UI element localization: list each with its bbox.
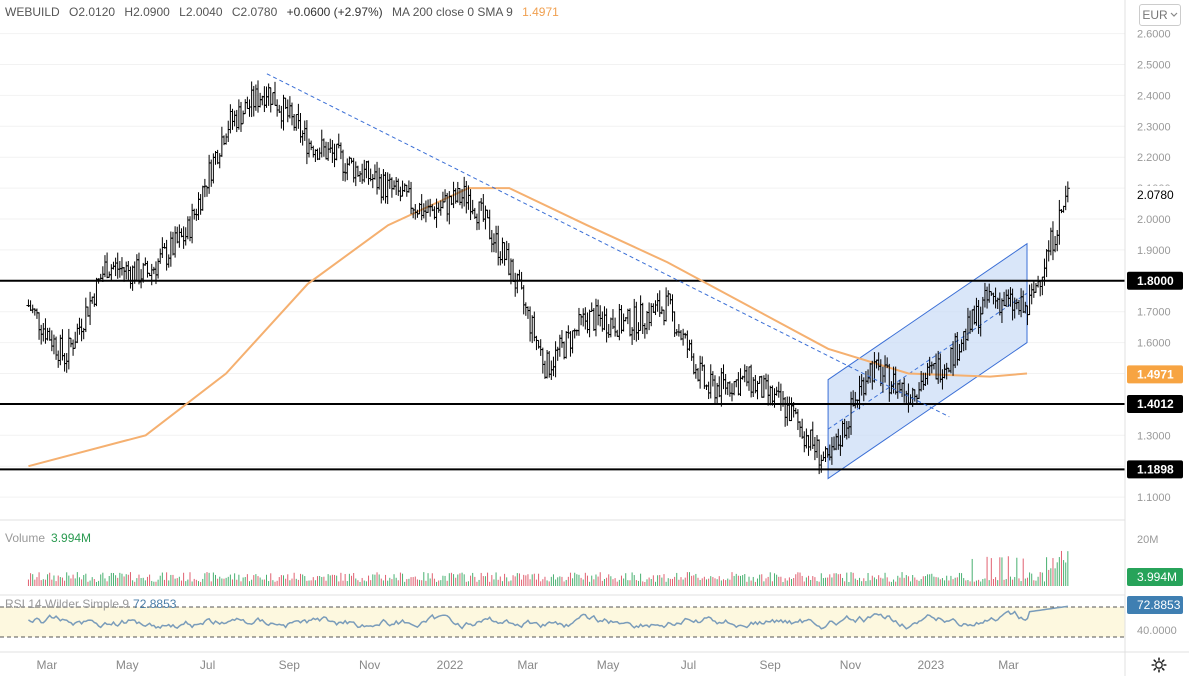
y-tick-label: 2.3000 xyxy=(1137,121,1171,133)
x-tick-label: Sep xyxy=(279,658,301,672)
x-tick-label: May xyxy=(116,658,139,672)
currency-button[interactable]: EUR xyxy=(1139,4,1181,26)
y-tick-label: 2.6000 xyxy=(1137,29,1171,41)
close-value: C2.0780 xyxy=(231,5,278,19)
x-tick-label: Jul xyxy=(681,658,696,672)
header-ohlc: WEBUILD O2.0120 H2.0900 L2.0040 C2.0780 … xyxy=(5,5,565,19)
price-label-bg xyxy=(1127,365,1183,384)
price-label: 1.8000 xyxy=(1137,274,1174,288)
y-tick-label: 1.1000 xyxy=(1137,492,1171,504)
x-tick-label: 2023 xyxy=(917,658,944,672)
settings-gear-icon[interactable] xyxy=(1151,657,1167,673)
y-tick-label: 1.9000 xyxy=(1137,245,1171,257)
x-tick-label: Nov xyxy=(840,658,861,672)
x-tick-label: Mar xyxy=(998,658,1019,672)
price-label-bg xyxy=(1127,395,1183,414)
volume-legend[interactable]: Volume 3.994M xyxy=(5,531,91,545)
ma-200-line xyxy=(28,187,1028,468)
rsi-legend-value: 72.8853 xyxy=(133,597,177,611)
y-tick-label: 1.3000 xyxy=(1137,430,1171,442)
volume-label: Volume xyxy=(5,531,46,545)
x-tick-label: Mar xyxy=(517,658,538,672)
x-tick-label: May xyxy=(597,658,620,672)
low-value: L2.0040 xyxy=(179,5,223,19)
ma-legend-label[interactable]: MA 200 close 0 SMA 9 xyxy=(392,5,513,19)
price-label: 1.4012 xyxy=(1137,397,1174,411)
channel-midline xyxy=(827,292,1028,430)
rsi-band xyxy=(0,607,1125,637)
high-value: H2.0900 xyxy=(124,5,170,19)
ma-line-layer xyxy=(28,187,1028,468)
last-price-label: 2.0780 xyxy=(1137,188,1174,202)
price-channel[interactable] xyxy=(827,242,1028,480)
price-bars xyxy=(26,80,1070,475)
x-tick-label: Nov xyxy=(359,658,380,672)
price-label: 1.1898 xyxy=(1137,462,1174,476)
currency-label: EUR xyxy=(1142,8,1168,22)
descending-trendline xyxy=(266,73,950,418)
last-price-label-bg xyxy=(1131,185,1181,204)
rsi-label: RSI 14 Wilder Simple 9 xyxy=(5,597,130,611)
x-tick-label: 2022 xyxy=(437,658,464,672)
rsi-legend[interactable]: RSI 14 Wilder Simple 9 72.8853 xyxy=(5,597,176,611)
y-tick-label: 2.5000 xyxy=(1137,60,1171,72)
y-tick-label: 1.7000 xyxy=(1137,307,1171,319)
chevron-down-icon xyxy=(1170,12,1178,17)
x-tick-label: Sep xyxy=(759,658,781,672)
volume-label-bg xyxy=(1127,568,1183,586)
price-label-bg xyxy=(1127,271,1183,290)
price-label: 1.4971 xyxy=(1137,367,1174,381)
rsi-line xyxy=(28,605,1068,630)
volume-legend-value: 3.994M xyxy=(51,531,92,545)
y-tick-label: 2.0000 xyxy=(1137,214,1171,226)
y-tick-label: 2.2000 xyxy=(1137,152,1171,164)
ma-legend-value: 1.4971 xyxy=(522,5,559,19)
open-value: O2.0120 xyxy=(69,5,116,19)
x-tick-label: Mar xyxy=(37,658,58,672)
symbol-name[interactable]: WEBUILD xyxy=(5,5,60,19)
y-tick-label: 2.4000 xyxy=(1137,90,1171,102)
volume-pane xyxy=(27,550,1069,586)
rsi-label-bg xyxy=(1127,596,1183,614)
x-tick-label: Jul xyxy=(200,658,215,672)
change-value: +0.0600 (+2.97%) xyxy=(286,5,383,19)
trendline-layer[interactable] xyxy=(266,73,950,418)
rsi-pane xyxy=(0,605,1125,638)
rsi-value-label: 72.8853 xyxy=(1137,598,1181,612)
rsi-axis-label: 40.0000 xyxy=(1137,625,1177,637)
price-label-bg xyxy=(1127,460,1183,479)
volume-value-label: 3.994M xyxy=(1137,570,1177,584)
volume-axis-label: 20M xyxy=(1137,534,1158,546)
y-tick-label: 1.6000 xyxy=(1137,338,1171,350)
